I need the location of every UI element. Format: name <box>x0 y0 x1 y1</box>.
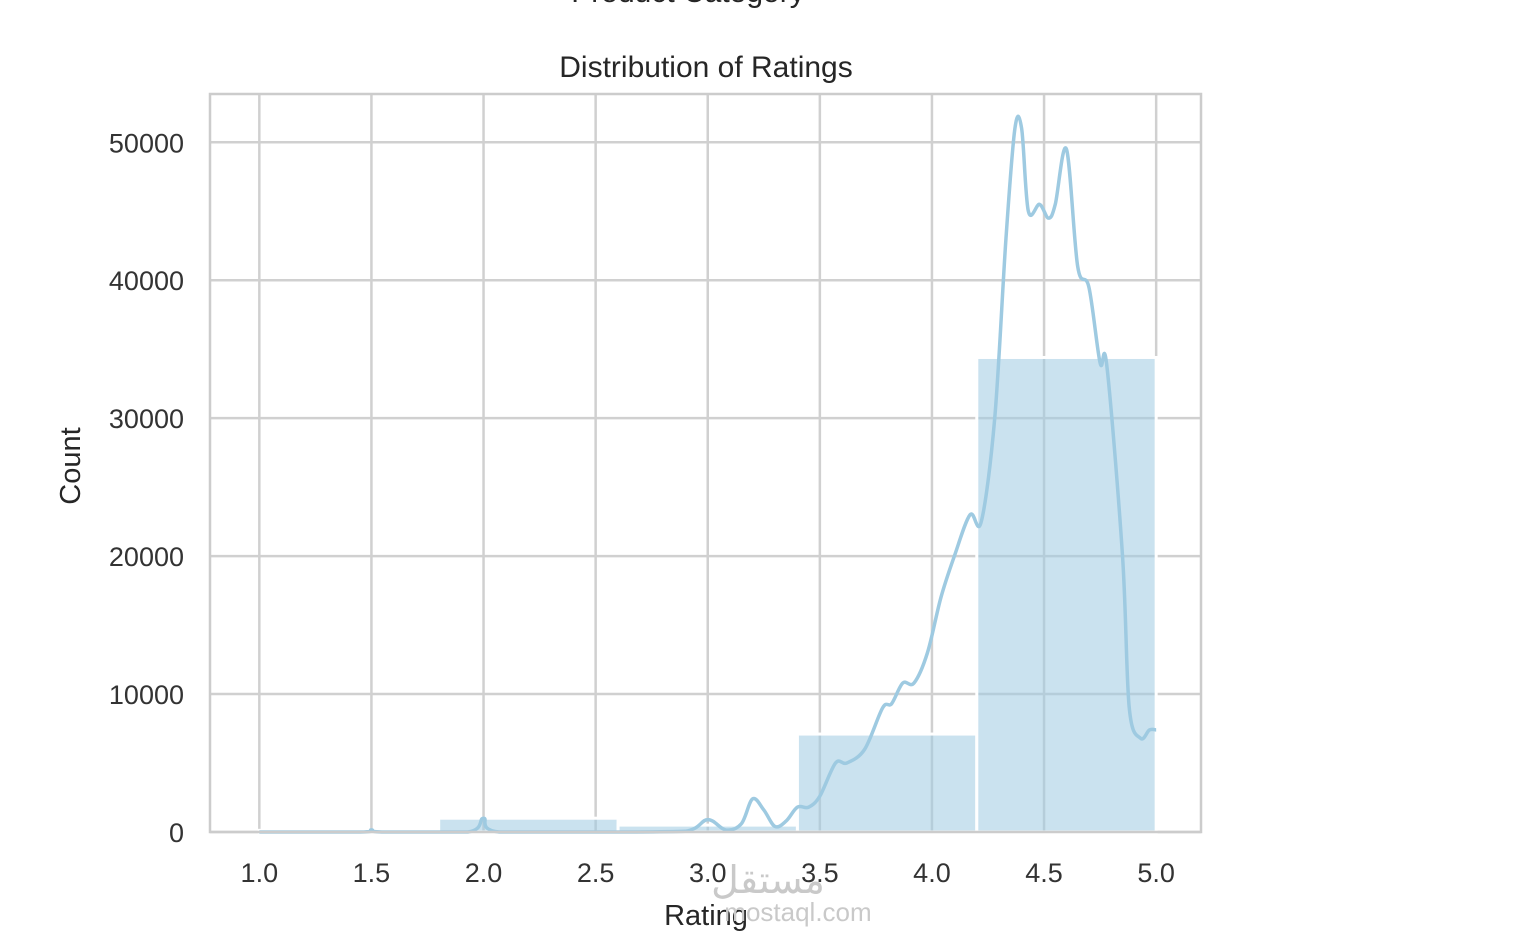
x-tick-label: 3.0 <box>689 858 727 888</box>
histogram-bar <box>437 816 620 834</box>
x-tick-label: 1.0 <box>241 858 279 888</box>
x-axis-label: Rating <box>664 900 748 932</box>
y-tick-label: 10000 <box>109 680 184 710</box>
chart-title: Distribution of Ratings <box>559 51 852 84</box>
y-tick-label: 50000 <box>109 128 184 158</box>
x-tick-label: 1.5 <box>353 858 391 888</box>
x-tick-label: 5.0 <box>1137 858 1175 888</box>
watermark-latin: mostaql.com <box>724 897 871 927</box>
plot-border <box>208 92 1203 834</box>
histogram-bars <box>257 355 1158 834</box>
x-tick-label: 3.5 <box>801 858 839 888</box>
y-tick-labels: 0 10000 20000 30000 40000 50000 <box>109 128 184 848</box>
watermark: مستقل mostaql.com <box>711 860 872 927</box>
y-axis-label: Count <box>55 427 87 504</box>
histogram-bar <box>975 355 1158 834</box>
x-tick-label: 4.5 <box>1025 858 1063 888</box>
clipped-top-text: Product Category <box>571 0 804 9</box>
x-tick-label: 2.0 <box>465 858 503 888</box>
y-tick-label: 20000 <box>109 542 184 572</box>
watermark-arabic: مستقل <box>711 860 825 902</box>
y-tick-label: 40000 <box>109 266 184 296</box>
y-tick-label: 30000 <box>109 404 184 434</box>
x-tick-label: 4.0 <box>913 858 951 888</box>
x-tick-labels: 1.0 1.5 2.0 2.5 3.0 3.5 4.0 4.5 5.0 <box>241 858 1175 888</box>
plot-frame <box>208 92 1203 834</box>
x-tick-label: 2.5 <box>577 858 615 888</box>
y-tick-label: 0 <box>169 818 184 848</box>
